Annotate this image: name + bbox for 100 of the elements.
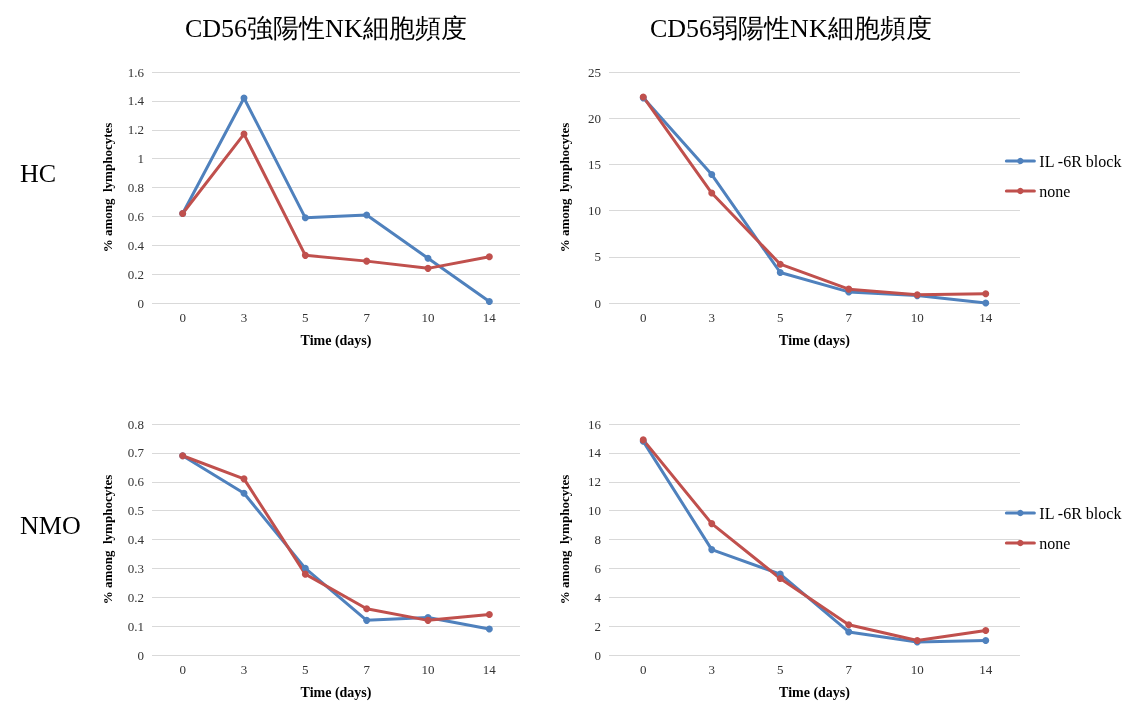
x-axis-title: Time (days): [300, 332, 372, 349]
x-tick-label: 3: [240, 662, 248, 677]
x-tick-label: 10: [910, 310, 924, 325]
x-axis-title: Time (days): [300, 684, 372, 701]
point: [776, 260, 784, 268]
point: [301, 214, 309, 222]
y-tick-label: 0.3: [127, 560, 144, 576]
y-tick-label: 0.6: [127, 208, 145, 224]
x-tick-label: 0: [640, 662, 647, 677]
y-tick-label: 0: [137, 295, 144, 311]
point: [240, 489, 248, 497]
y-tick-label: 1.6: [127, 64, 145, 80]
legend-label: none: [1039, 182, 1071, 200]
point: [982, 637, 990, 645]
point: [982, 290, 990, 298]
x-tick-label: 7: [363, 662, 371, 677]
y-tick-label: 4: [594, 589, 602, 605]
legend-label: none: [1039, 534, 1071, 552]
point: [776, 574, 784, 582]
legend-label: IL -6R block: [1039, 152, 1122, 170]
x-tick-label: 0: [179, 662, 186, 677]
y-tick-label: 20: [588, 110, 601, 126]
x-tick-label: 10: [910, 662, 924, 677]
y-tick-label: 0.4: [127, 237, 145, 253]
y-tick-label: 0.2: [127, 589, 144, 605]
x-tick-label: 14: [482, 310, 497, 325]
y-tick-label: 12: [588, 474, 601, 490]
x-tick-label: 0: [640, 310, 647, 325]
y-tick-label: 0: [594, 295, 601, 311]
y-tick-label: 0.5: [127, 503, 144, 519]
x-tick-label: 0: [179, 310, 186, 325]
x-tick-label: 14: [482, 662, 497, 677]
y-tick-label: 1.2: [127, 122, 144, 138]
text: NMO: [20, 510, 81, 540]
y-tick-label: 0.2: [127, 266, 144, 282]
y-tick-label: 0.8: [127, 180, 144, 195]
y-tick-label: 0.8: [127, 416, 144, 432]
point: [485, 611, 493, 619]
point: [485, 253, 493, 261]
y-tick-label: 0: [594, 647, 601, 663]
y-tick-label: 1.4: [127, 93, 145, 109]
x-tick-label: 14: [979, 662, 993, 677]
x-tick-label: 3: [708, 310, 715, 325]
x-tick-label: 7: [845, 310, 853, 325]
y-tick-label: 10: [588, 203, 601, 219]
point: [982, 299, 990, 307]
point: [301, 564, 309, 572]
legend-label: IL -6R block: [1039, 504, 1122, 522]
y-axis-title: % among lymphocytes: [557, 474, 572, 605]
chart-title: CD56強陽性NK細胞頻度: [185, 13, 467, 43]
point: [845, 621, 853, 629]
x-tick-label: 5: [302, 310, 309, 325]
y-tick-label: 6: [594, 560, 602, 576]
y-tick-label: 1: [137, 151, 144, 167]
point: [363, 605, 371, 613]
point: [845, 628, 853, 636]
point: [424, 264, 432, 272]
y-axis-title: % among lymphocytes: [100, 122, 115, 253]
point: [708, 171, 716, 179]
y-tick-label: 0.1: [127, 618, 144, 634]
y-tick-label: 2: [594, 618, 601, 634]
x-tick-label: 14: [979, 310, 993, 325]
chart-title: CD56弱陽性NK細胞頻度: [650, 13, 932, 43]
y-tick-label: 16: [588, 416, 602, 432]
point: [301, 251, 309, 259]
y-tick-label: 14: [588, 445, 602, 461]
point: [708, 546, 716, 554]
y-tick-label: 25: [588, 64, 601, 80]
x-axis-title: Time (days): [779, 684, 851, 701]
x-tick-label: 3: [708, 662, 715, 677]
x-tick-label: 5: [777, 662, 784, 677]
point: [708, 520, 716, 528]
y-tick-label: 10: [588, 503, 601, 519]
x-axis-title: Time (days): [779, 332, 851, 349]
x-tick-label: 5: [302, 662, 309, 677]
y-tick-label: 5: [594, 249, 601, 265]
point: [363, 257, 371, 265]
y-tick-label: 0.4: [127, 532, 145, 547]
x-tick-label: 5: [777, 310, 784, 325]
x-tick-label: 10: [421, 310, 435, 325]
x-tick-label: 7: [845, 662, 853, 677]
point: [776, 269, 784, 277]
y-axis-title: % among lymphocytes: [557, 122, 572, 253]
y-tick-label: 15: [588, 156, 601, 172]
point: [363, 211, 371, 219]
y-axis-title: % among lymphocytes: [100, 474, 115, 605]
point: [485, 625, 493, 633]
y-tick-label: 0.7: [127, 445, 145, 461]
point: [708, 189, 716, 197]
y-tick-label: 0.6: [127, 474, 145, 490]
x-tick-label: 7: [363, 310, 371, 325]
x-tick-label: 10: [421, 662, 435, 677]
point: [301, 570, 309, 578]
point: [424, 254, 432, 262]
x-tick-label: 3: [240, 310, 248, 325]
point: [363, 616, 371, 624]
text: HC: [20, 158, 57, 188]
y-tick-label: 0: [137, 647, 144, 663]
point: [485, 298, 493, 306]
y-tick-label: 8: [594, 532, 601, 547]
